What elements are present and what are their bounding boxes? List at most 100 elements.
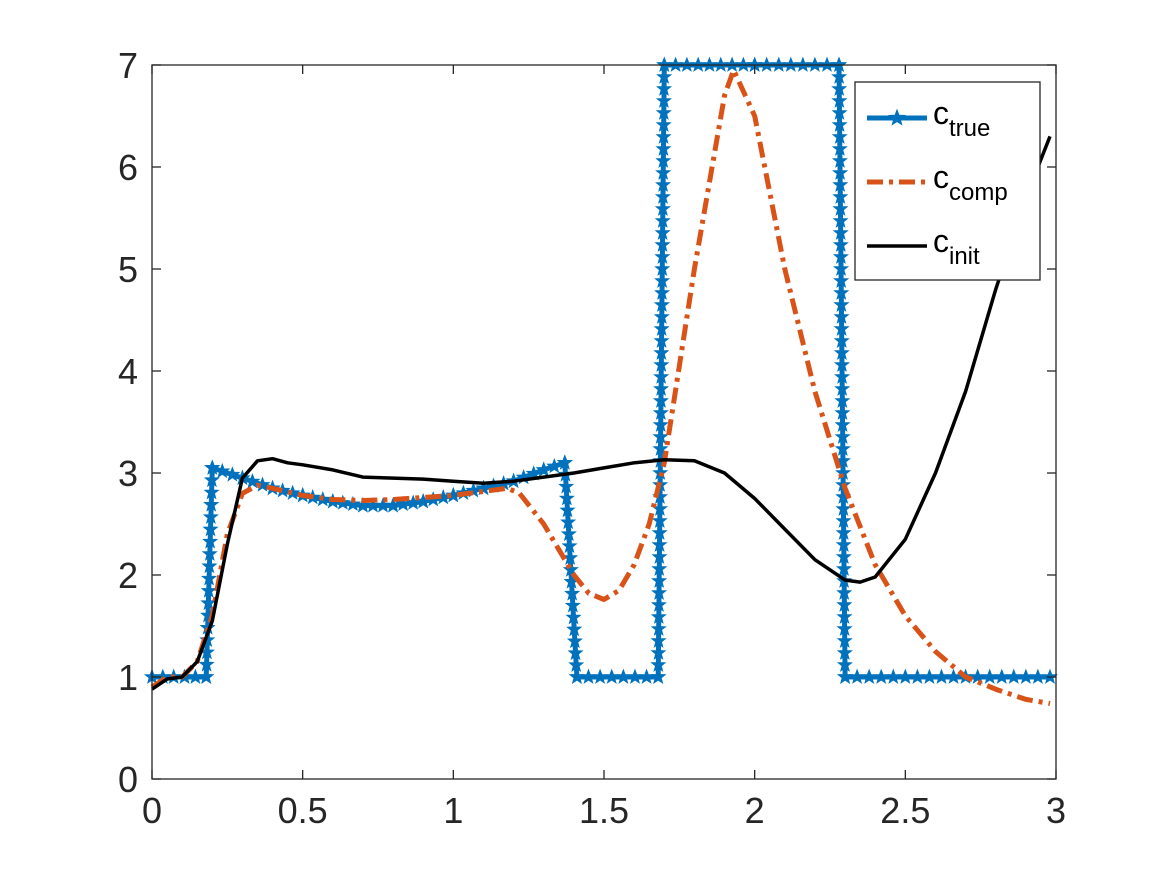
star-marker-c_true-140 bbox=[655, 164, 672, 180]
star-marker-c_true-73 bbox=[558, 478, 575, 494]
star-marker-c_true-102 bbox=[650, 620, 667, 636]
star-marker-c_true-128 bbox=[653, 308, 670, 324]
star-marker-c_true-191 bbox=[833, 344, 850, 360]
star-marker-c_true-174 bbox=[831, 140, 848, 156]
star-marker-c_true-22 bbox=[203, 471, 220, 488]
star-marker-c_true-185 bbox=[833, 272, 850, 288]
star-marker-c_true-99 bbox=[650, 656, 667, 672]
legend: ctrue ccomp cinit bbox=[854, 81, 1041, 281]
star-marker-c_true-34 bbox=[284, 484, 301, 500]
axes-layer: 0 0.5 1 1.5 2 2.5 3 0 1 2 3 4 5 6 7 bbox=[118, 45, 1066, 831]
star-marker-c_true-192 bbox=[833, 356, 851, 372]
star-marker-c_true-42 bbox=[344, 495, 361, 512]
star-marker-c_true-206 bbox=[835, 524, 852, 540]
star-marker-c_true-135 bbox=[654, 224, 671, 240]
star-marker-c_true-183 bbox=[832, 248, 849, 264]
star-marker-c_true-18 bbox=[202, 520, 219, 537]
star-marker-c_true-76 bbox=[560, 513, 577, 530]
star-marker-c_true-100 bbox=[650, 644, 667, 660]
star-marker-c_true-13 bbox=[200, 582, 217, 598]
star-marker-c_true-175 bbox=[831, 152, 848, 168]
star-marker-c_true-193 bbox=[834, 368, 851, 384]
star-marker-c_true-87 bbox=[567, 644, 584, 661]
star-marker-c_true-7 bbox=[198, 656, 215, 672]
star-marker-c_true-130 bbox=[654, 284, 671, 300]
star-marker-c_true-197 bbox=[834, 416, 851, 432]
star-marker-c_true-136 bbox=[654, 212, 671, 228]
star-marker-c_true-84 bbox=[565, 609, 582, 625]
star-marker-c_true-124 bbox=[653, 356, 670, 372]
star-marker-c_true-209 bbox=[835, 560, 853, 576]
star-marker-c_true-25 bbox=[214, 462, 231, 479]
star-marker-c_true-121 bbox=[652, 392, 669, 408]
star-marker-c_true-83 bbox=[564, 597, 581, 613]
star-marker-c_true-138 bbox=[654, 188, 671, 204]
star-marker-c_true-204 bbox=[835, 500, 852, 516]
star-marker-c_true-179 bbox=[832, 200, 849, 216]
series-line-c_init bbox=[151, 135, 1052, 691]
series-layer bbox=[143, 56, 1058, 706]
series-c_init bbox=[151, 135, 1052, 691]
star-marker-c_true-104 bbox=[650, 596, 667, 612]
star-marker-c_true-103 bbox=[650, 608, 667, 624]
y-tick-label-3: 3 bbox=[118, 453, 138, 494]
x-tick-label-2: 1 bbox=[443, 790, 463, 831]
star-marker-c_true-177 bbox=[832, 176, 849, 192]
star-marker-c_true-125 bbox=[653, 344, 670, 360]
star-marker-c_true-215 bbox=[836, 632, 853, 648]
star-marker-c_true-146 bbox=[655, 92, 672, 108]
star-marker-c_true-58 bbox=[465, 482, 482, 498]
y-tick-label-5: 5 bbox=[118, 249, 138, 290]
star-marker-c_true-173 bbox=[831, 128, 848, 144]
star-marker-c_true-111 bbox=[651, 512, 668, 528]
x-tick-label-3: 1.5 bbox=[579, 790, 629, 831]
star-marker-c_true-143 bbox=[655, 128, 672, 144]
star-marker-c_true-117 bbox=[652, 440, 669, 456]
star-marker-c_true-196 bbox=[834, 404, 851, 420]
star-marker-c_true-6 bbox=[198, 668, 215, 684]
y-tick-label-7: 7 bbox=[118, 45, 138, 86]
star-marker-c_true-207 bbox=[835, 536, 852, 552]
legend-star-c_true bbox=[888, 108, 906, 126]
star-marker-c_true-19 bbox=[202, 508, 219, 525]
x-tick-label-6: 3 bbox=[1046, 790, 1066, 831]
x-tick-label-4: 2 bbox=[745, 790, 765, 831]
star-marker-c_true-15 bbox=[201, 557, 218, 574]
star-marker-c_true-217 bbox=[836, 656, 853, 672]
star-marker-c_true-82 bbox=[564, 585, 581, 601]
star-marker-c_true-134 bbox=[654, 236, 671, 252]
star-marker-c_true-144 bbox=[655, 116, 672, 132]
star-marker-c_true-105 bbox=[651, 584, 668, 600]
star-marker-c_true-184 bbox=[833, 260, 850, 276]
star-marker-c_true-131 bbox=[654, 272, 671, 288]
star-marker-c_true-168 bbox=[831, 68, 848, 84]
star-marker-c_true-12 bbox=[200, 594, 217, 611]
star-marker-c_true-60 bbox=[475, 479, 492, 496]
x-tick-label-0: 0 bbox=[142, 790, 162, 831]
star-marker-c_true-107 bbox=[651, 560, 668, 576]
series-line-c_comp bbox=[150, 67, 1051, 706]
legend-label-c_comp: ccomp bbox=[933, 159, 1008, 206]
star-marker-c_true-108 bbox=[651, 548, 668, 564]
star-marker-c_true-71 bbox=[556, 454, 573, 470]
star-marker-c_true-30 bbox=[254, 476, 271, 492]
star-marker-c_true-147 bbox=[656, 80, 673, 96]
star-marker-c_true-98 bbox=[650, 668, 667, 684]
star-marker-c_true-16 bbox=[201, 545, 218, 561]
star-marker-c_true-180 bbox=[832, 212, 849, 228]
star-marker-c_true-110 bbox=[651, 524, 668, 540]
star-marker-c_true-75 bbox=[559, 501, 576, 518]
star-marker-c_true-21 bbox=[203, 484, 220, 500]
x-tick-label-5: 2.5 bbox=[880, 790, 930, 831]
star-marker-c_true-176 bbox=[832, 164, 849, 180]
star-marker-c_true-88 bbox=[568, 656, 585, 672]
star-marker-c_true-68 bbox=[535, 461, 552, 477]
star-marker-c_true-170 bbox=[831, 92, 848, 108]
star-marker-c_true-78 bbox=[561, 537, 578, 553]
star-marker-c_true-85 bbox=[566, 620, 583, 637]
y-tick-label-1: 1 bbox=[118, 657, 138, 698]
star-marker-c_true-127 bbox=[653, 320, 670, 336]
y-tick-label-0: 0 bbox=[118, 759, 138, 800]
series-c_comp bbox=[150, 67, 1051, 706]
